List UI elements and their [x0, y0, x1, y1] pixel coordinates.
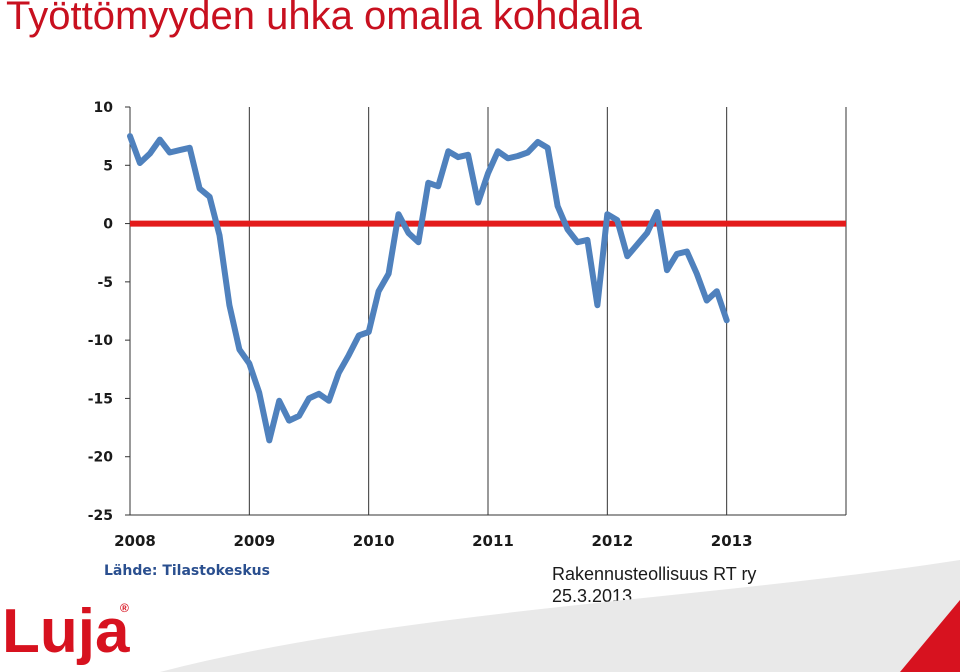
data-point: [557, 205, 559, 207]
data-point: [159, 139, 161, 141]
series-group: [127, 133, 730, 444]
data-point: [398, 213, 399, 215]
data-point: [258, 392, 260, 394]
chart-grid: [129, 107, 847, 516]
data-point: [517, 155, 519, 157]
data-point: [706, 300, 708, 301]
y-tick-label: -20: [88, 450, 114, 466]
x-tick-label: 2012: [591, 532, 633, 550]
x-tick-label: 2011: [472, 532, 514, 550]
data-point: [537, 141, 539, 143]
x-tick-label: 2010: [353, 532, 395, 550]
y-tick-label: -5: [97, 275, 113, 291]
data-point: [308, 397, 310, 399]
data-point: [686, 251, 688, 252]
data-point: [726, 319, 728, 321]
organization-name: Rakennusteollisuus RT ry: [552, 564, 757, 584]
data-point: [338, 372, 340, 374]
data-point: [646, 232, 648, 234]
series-line: [127, 133, 730, 444]
data-point: [388, 273, 390, 275]
data-point: [477, 202, 479, 204]
data-point: [268, 439, 270, 441]
data-point: [626, 255, 628, 257]
source-label: Lähde: Tilastokeskus: [104, 563, 270, 579]
y-tick-label: -10: [88, 333, 114, 349]
data-point: [447, 150, 449, 152]
data-point: [676, 253, 678, 255]
y-tick-label: 0: [103, 217, 113, 233]
data-point: [169, 152, 171, 153]
data-point: [457, 156, 459, 158]
data-point: [228, 304, 230, 306]
data-point: [248, 363, 250, 364]
data-point: [278, 400, 280, 402]
data-point: [666, 269, 668, 271]
data-point: [189, 147, 191, 149]
data-point: [288, 420, 290, 422]
data-point: [209, 196, 211, 198]
data-point: [348, 354, 350, 356]
data-point: [716, 290, 718, 292]
data-point: [219, 234, 220, 236]
data-point: [467, 154, 469, 156]
data-point: [368, 331, 370, 333]
y-tick-label: 10: [94, 100, 114, 116]
x-tick-label: 2008: [114, 532, 156, 550]
data-point: [437, 185, 439, 187]
data-point: [328, 400, 330, 402]
data-point: [596, 304, 598, 306]
data-point: [179, 149, 181, 151]
data-point: [497, 150, 499, 152]
page-title: Työttömyyden uhka omalla kohdalla: [6, 0, 642, 38]
data-point: [606, 213, 608, 215]
data-point: [139, 162, 141, 164]
data-point: [586, 239, 588, 241]
data-point: [527, 152, 529, 153]
data-point: [149, 153, 151, 155]
data-point: [696, 273, 698, 275]
x-tick-label: 2009: [233, 532, 275, 550]
data-point: [129, 135, 131, 137]
data-point: [616, 219, 618, 221]
data-point: [636, 244, 638, 246]
publication-date: 25.3.2013: [552, 586, 633, 606]
data-point: [577, 241, 578, 243]
data-point: [358, 335, 360, 336]
data-point: [507, 157, 509, 159]
data-point: [298, 415, 300, 417]
data-point: [567, 228, 569, 230]
data-point: [378, 290, 380, 292]
data-point: [318, 393, 320, 395]
data-point: [427, 182, 429, 184]
data-point: [547, 147, 549, 149]
data-point: [487, 172, 489, 174]
x-axis-ticks: 2008 2009 2010 2011 2012 2013: [114, 532, 752, 550]
data-point: [407, 232, 409, 234]
organization-block: Rakennusteollisuus RT ry 25.3.2013: [552, 563, 756, 607]
y-tick-label: -15: [88, 391, 113, 407]
x-tick-label: 2013: [711, 532, 753, 550]
y-tick-label: 5: [103, 158, 113, 174]
y-tick-label: -25: [88, 508, 113, 524]
data-point: [417, 241, 419, 243]
y-axis-ticks: 10 5 0 -5 -10 -15 -20 -25: [88, 100, 130, 524]
data-point: [656, 211, 658, 213]
data-point: [238, 349, 240, 350]
data-point: [199, 188, 201, 190]
